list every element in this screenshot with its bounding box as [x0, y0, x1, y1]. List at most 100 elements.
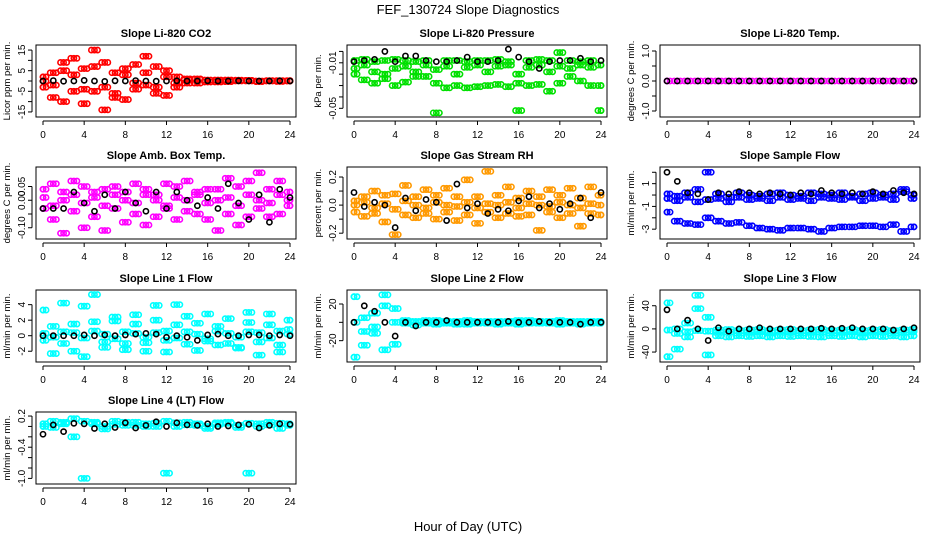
data-point — [903, 77, 911, 85]
plot-frame — [346, 44, 608, 118]
data-point — [707, 168, 715, 176]
data-point — [252, 351, 260, 359]
data-point — [214, 341, 222, 349]
data-point — [398, 62, 406, 70]
data-point — [121, 328, 129, 336]
data-point — [838, 223, 846, 231]
data-point — [450, 318, 458, 326]
data-point — [242, 469, 250, 477]
data-point — [132, 320, 140, 328]
data-point — [374, 68, 382, 76]
data-point — [474, 318, 481, 326]
y-axis-label: ml/min per min. — [313, 294, 324, 359]
data-point — [553, 318, 561, 326]
x-tick-label: 8 — [434, 130, 440, 141]
data-point — [577, 204, 584, 212]
data-point — [497, 318, 505, 326]
data-point — [197, 191, 204, 199]
data-point — [745, 189, 753, 197]
data-point — [443, 317, 451, 324]
plot-frame — [659, 166, 921, 240]
data-point — [132, 180, 140, 188]
data-point — [70, 87, 78, 95]
data-point — [559, 49, 567, 56]
data-point — [504, 183, 512, 191]
data-point — [60, 188, 67, 196]
data-point — [745, 333, 753, 340]
data-point — [525, 200, 533, 208]
data-point — [163, 333, 170, 341]
data-point — [587, 214, 595, 222]
data-point — [183, 177, 191, 185]
data-point — [460, 63, 468, 71]
x-tick-label: 24 — [284, 252, 296, 263]
data-point — [135, 329, 143, 337]
data-point — [763, 333, 771, 341]
data-point — [835, 77, 843, 85]
y-tick-label: 40 — [641, 300, 652, 312]
data-point — [52, 81, 60, 89]
y-tick-label: 0 — [641, 326, 652, 332]
data-point — [481, 68, 489, 76]
data-point — [163, 327, 170, 335]
data-point — [70, 347, 78, 355]
data-point — [512, 107, 519, 114]
data-point — [845, 77, 853, 85]
data-point — [487, 318, 495, 326]
data-point — [204, 331, 212, 339]
data-point — [907, 191, 915, 199]
data-point — [756, 332, 764, 340]
data-point — [735, 218, 743, 226]
data-point — [580, 204, 587, 212]
data-point — [214, 423, 222, 430]
panel-title: Slope Li-820 Pressure — [420, 28, 535, 40]
data-point — [859, 190, 866, 198]
y-tick-label: 2 — [17, 317, 28, 323]
data-point — [87, 418, 95, 426]
data-point — [549, 186, 557, 194]
data-point — [453, 180, 461, 188]
plot-frame — [346, 289, 608, 363]
data-point — [707, 214, 715, 222]
data-point — [587, 210, 595, 217]
data-point — [866, 189, 874, 197]
data-point — [835, 189, 843, 197]
series-cyan — [39, 316, 294, 361]
data-point — [497, 214, 505, 222]
data-point — [77, 353, 85, 361]
data-point — [235, 221, 242, 229]
data-point — [546, 203, 553, 210]
data-point — [63, 59, 71, 66]
data-point — [474, 193, 481, 201]
data-point — [862, 77, 870, 85]
data-point — [279, 191, 287, 199]
y-tick-label: -15 — [17, 104, 28, 119]
x-tick-label: 24 — [284, 130, 296, 141]
data-point — [238, 221, 246, 229]
data-point — [707, 313, 715, 321]
data-point — [666, 77, 674, 85]
data-point — [91, 332, 98, 340]
data-point — [224, 340, 232, 347]
data-point — [471, 219, 478, 227]
data-point — [573, 204, 581, 212]
data-point — [363, 198, 371, 206]
data-point — [149, 196, 157, 204]
x-tick-label: 4 — [81, 130, 87, 141]
data-point — [817, 324, 825, 332]
data-point — [70, 191, 78, 199]
data-point — [111, 94, 119, 101]
data-point — [381, 75, 389, 83]
data-point — [286, 420, 294, 428]
y-tick-label: 0.2 — [17, 409, 28, 423]
data-point — [590, 210, 598, 217]
data-point — [245, 319, 253, 326]
data-point — [872, 222, 880, 230]
data-point — [176, 83, 184, 91]
data-point — [176, 321, 184, 329]
data-point — [49, 350, 57, 357]
data-point — [715, 217, 722, 225]
data-point — [900, 325, 908, 333]
x-tick-label: 4 — [392, 130, 398, 141]
data-point — [193, 347, 201, 354]
